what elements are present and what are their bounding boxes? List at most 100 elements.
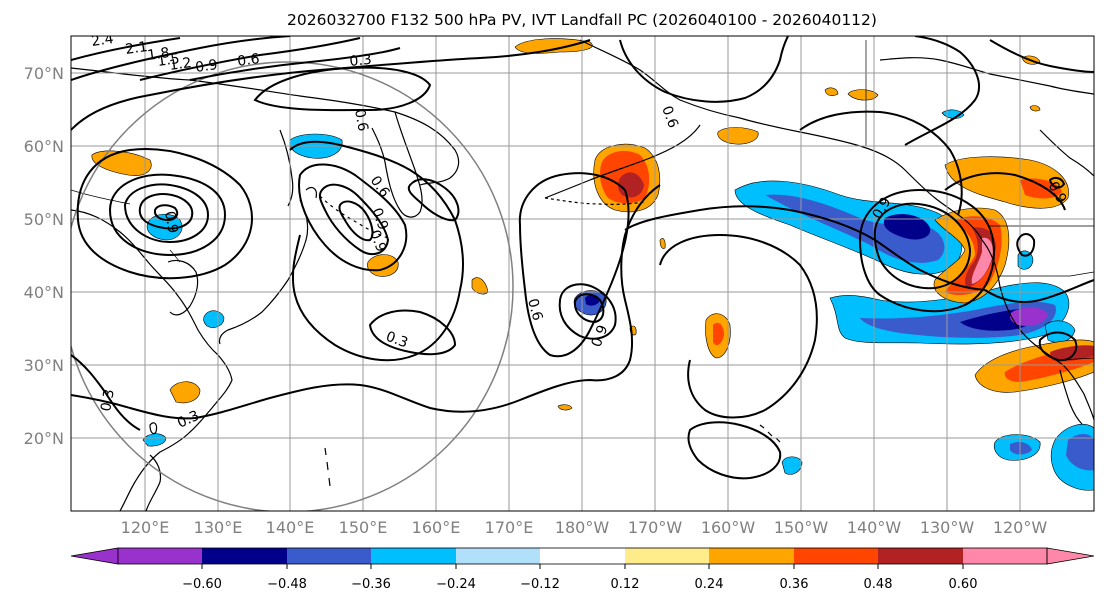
lat-label: 20°N xyxy=(24,429,64,448)
colorbar-ticks xyxy=(201,564,964,569)
contour-label: 0.9 xyxy=(368,206,391,232)
colorbar-swatch xyxy=(202,548,287,564)
lon-label: 120°E xyxy=(121,518,170,537)
lat-label: 60°N xyxy=(24,137,64,156)
figure-title: 2026032700 F132 500 hPa PV, IVT Landfall… xyxy=(287,11,877,29)
colorbar-tick-label: −0.36 xyxy=(351,577,391,592)
pv-contour-canada-lobe xyxy=(944,172,1066,211)
map-panel: 2.4 2.1 1.8 1.5 1.2 0.9 0.6 0.3 0.6 0.6 … xyxy=(70,31,1095,512)
coast-taiwan xyxy=(149,422,158,435)
pos-shade-dot-f xyxy=(1029,105,1041,112)
contour-label: 0.3 xyxy=(384,329,410,352)
pv-contour-dateline-inner xyxy=(573,293,605,324)
pv-contour-sw-us xyxy=(1038,331,1078,362)
pv-contour-2 xyxy=(71,36,291,81)
pv-contour-6 xyxy=(253,66,432,112)
contour-label: 0.9 xyxy=(589,323,612,349)
pv-contour-bc-coast-loop xyxy=(1016,233,1036,257)
colorbar-min-extension xyxy=(70,547,119,565)
pv-contour-0.3-south xyxy=(368,309,457,356)
pv-contour-mid-nwpac xyxy=(289,140,464,362)
neg-shade-korea xyxy=(203,310,225,328)
pv-contour-coastal-tiny xyxy=(1048,176,1066,189)
lon-label: 140°W xyxy=(847,518,902,537)
neg-shade-mexico-e-mid xyxy=(1066,434,1094,471)
map-frame xyxy=(70,35,1095,512)
coast-baja xyxy=(1059,369,1083,425)
pos-shade-dot-a xyxy=(557,404,573,411)
lon-label: 150°E xyxy=(339,518,388,537)
pv-contours xyxy=(71,36,1094,480)
pv-contour-ne-asia-2 xyxy=(123,183,210,244)
neg-shade-hawaii xyxy=(781,456,803,475)
contour-label: 0.3 xyxy=(349,52,373,70)
contour-label: 1.8 xyxy=(146,45,170,64)
pv-contour-japan xyxy=(298,163,408,272)
coast-sakhalin xyxy=(279,129,294,207)
colorbar-swatch xyxy=(709,548,794,564)
colorbar-tick-label: −0.48 xyxy=(267,577,307,592)
contour-label: 0.3 xyxy=(98,388,118,413)
contour-label: 1.2 xyxy=(168,55,192,74)
pv-contour-dateline-mid xyxy=(558,283,617,340)
pos-shade-yukon xyxy=(847,89,879,101)
contour-label: 2.1 xyxy=(124,39,148,58)
coast-philippines xyxy=(145,454,162,511)
coast-kuril xyxy=(319,195,389,239)
pos-shade-nw-pacific xyxy=(367,254,399,277)
contour-label: 1.5 xyxy=(156,51,180,70)
contour-label: 0.6 xyxy=(236,51,260,70)
lat-label: 70°N xyxy=(24,64,64,83)
colorbar-swatch xyxy=(794,548,878,564)
contour-label: 0.6 xyxy=(351,108,371,133)
colorbar-swatch xyxy=(371,548,456,564)
colorbar-swatch xyxy=(963,548,1047,564)
coast-east-asia xyxy=(71,67,460,511)
pv-contour-0.6-west xyxy=(71,354,141,431)
pv-contour-1 xyxy=(71,39,591,131)
pv-contour-ne-pac-trough xyxy=(624,205,986,291)
lon-label: 140°E xyxy=(266,518,315,537)
lon-label: 120°W xyxy=(993,518,1048,537)
colorbar-swatch xyxy=(118,548,202,564)
lon-label: 130°W xyxy=(920,518,975,537)
contour-label: 2.4 xyxy=(90,31,114,50)
lat-label: 50°N xyxy=(24,210,64,229)
pos-shade-philippine xyxy=(169,381,201,404)
colorbar-swatch xyxy=(287,548,371,564)
colorbar-tick-label: 0.48 xyxy=(864,577,893,592)
colorbar-tick-label: −0.24 xyxy=(436,577,476,592)
contour-label: 0.9 xyxy=(161,210,181,235)
longitude-labels: 120°E 130°E 140°E 150°E 160°E 170°E 180°… xyxy=(121,518,1048,537)
pv-contour-bc-outer xyxy=(858,188,995,313)
pv-contour-dateline-outer xyxy=(518,172,630,358)
coast-hudson xyxy=(1039,129,1094,177)
pv-contour-canada-arc xyxy=(904,36,980,146)
pv-contour-ne-asia-4 xyxy=(153,204,179,222)
pv-contour-japan-3 xyxy=(338,200,374,242)
pv-contour-ne-pac-loop xyxy=(659,233,818,419)
pv-contour-pac-nw xyxy=(984,279,1094,303)
lon-label: 160°W xyxy=(701,518,756,537)
contour-label: 0.9 xyxy=(194,57,218,76)
latitude-labels: 70°N 60°N 50°N 40°N 30°N 20°N xyxy=(24,64,64,448)
lon-label: 180°W xyxy=(555,518,610,537)
pv-contour-0.3-west xyxy=(71,184,661,420)
colorbar-tick-label: 0.36 xyxy=(780,577,809,592)
coast-alaska xyxy=(544,39,983,241)
pv-contour-3 xyxy=(71,37,181,61)
coast-hawaii xyxy=(759,424,781,443)
pv-contour-ne-asia-outer xyxy=(76,148,253,280)
lat-label: 40°N xyxy=(24,283,64,302)
contour-label: 0.6 xyxy=(524,297,545,323)
pos-shade-hawaii-n-mid xyxy=(713,322,724,346)
pos-shade-california-strong xyxy=(1050,345,1094,362)
colorbar-tick-label: −0.12 xyxy=(520,577,560,592)
colorbar: −0.60 −0.48 −0.36 −0.24 −0.12 0.12 0.24 … xyxy=(70,547,1095,592)
neg-shade-bc-core xyxy=(883,214,931,240)
pos-shade-dot-d xyxy=(824,87,839,96)
coast-aleutians xyxy=(544,197,646,205)
lat-label: 30°N xyxy=(24,356,64,375)
contour-label: 0.6 xyxy=(658,104,681,130)
